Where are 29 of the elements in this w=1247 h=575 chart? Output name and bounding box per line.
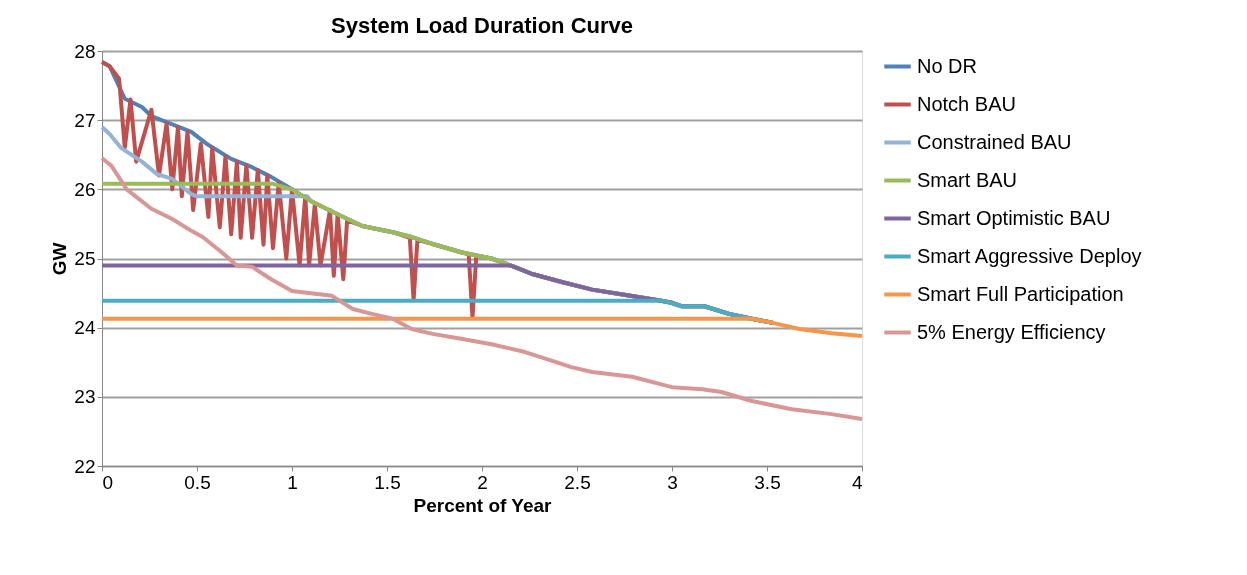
x-tick-label: 4 bbox=[851, 471, 863, 493]
legend-label: Constrained BAU bbox=[917, 130, 1072, 153]
legend-label: Notch BAU bbox=[917, 92, 1016, 115]
x-tick-label: 0 bbox=[102, 471, 114, 493]
chart-title: System Load Duration Curve bbox=[331, 13, 633, 38]
y-tick-label: 27 bbox=[74, 109, 96, 131]
x-tick-label: 3 bbox=[667, 471, 678, 493]
legend-label: No DR bbox=[917, 54, 978, 77]
y-axis-title: GW bbox=[49, 242, 71, 276]
y-tick-label: 26 bbox=[74, 178, 96, 200]
legend-label: Smart Full Participation bbox=[917, 282, 1124, 305]
line-series bbox=[100, 316, 864, 338]
y-tick-label: 24 bbox=[74, 317, 96, 339]
x-tick-label: 1.5 bbox=[374, 471, 401, 493]
x-tick-label: 2 bbox=[477, 471, 488, 493]
legend-label: Smart Aggressive Deploy bbox=[917, 244, 1142, 267]
legend-label: 5% Energy Efficiency bbox=[917, 320, 1106, 343]
x-axis-title: Percent of Year bbox=[413, 494, 553, 516]
y-tick-label: 23 bbox=[74, 386, 96, 408]
legend-label: Smart Optimistic BAU bbox=[917, 206, 1111, 229]
x-tick-label: 2.5 bbox=[564, 471, 591, 493]
x-tick-label: 1 bbox=[287, 471, 298, 493]
legend-label: Smart BAU bbox=[917, 168, 1018, 191]
x-tick-label: 0.5 bbox=[184, 471, 211, 493]
y-tick-label: 22 bbox=[74, 455, 96, 477]
y-tick-label: 28 bbox=[74, 40, 96, 62]
x-tick-label: 3.5 bbox=[754, 471, 781, 493]
line-series bbox=[100, 156, 864, 421]
y-tick-label: 25 bbox=[74, 248, 96, 269]
